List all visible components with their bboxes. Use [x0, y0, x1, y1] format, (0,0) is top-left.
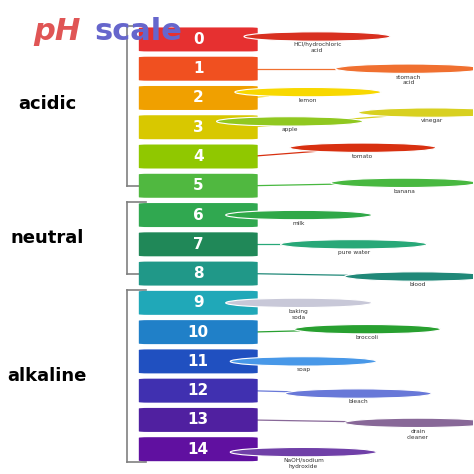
Text: NaOH/sodium
hydroxide: NaOH/sodium hydroxide — [283, 458, 324, 469]
Text: 3: 3 — [193, 120, 203, 135]
Text: 0: 0 — [193, 32, 203, 47]
Circle shape — [345, 272, 474, 281]
Text: stomach
acid: stomach acid — [396, 74, 421, 85]
Text: 9: 9 — [193, 295, 203, 310]
FancyBboxPatch shape — [139, 174, 258, 198]
FancyBboxPatch shape — [139, 232, 258, 256]
Text: baking
soda: baking soda — [289, 309, 309, 319]
Circle shape — [230, 447, 376, 457]
Text: bleach: bleach — [348, 400, 368, 404]
FancyBboxPatch shape — [139, 115, 258, 139]
Text: scale: scale — [95, 17, 182, 46]
Circle shape — [331, 178, 474, 188]
Text: 5: 5 — [193, 178, 203, 193]
Text: 6: 6 — [193, 208, 204, 223]
FancyBboxPatch shape — [139, 437, 258, 461]
Text: milk: milk — [292, 221, 305, 226]
FancyBboxPatch shape — [139, 291, 258, 315]
Text: 8: 8 — [193, 266, 203, 281]
Circle shape — [235, 87, 381, 97]
Text: 12: 12 — [188, 383, 209, 398]
Text: pure water: pure water — [337, 250, 370, 255]
Text: blood: blood — [410, 283, 426, 287]
Text: HCl/hydrochloric
acid: HCl/hydrochloric acid — [293, 42, 341, 53]
Circle shape — [336, 64, 474, 73]
FancyBboxPatch shape — [139, 57, 258, 81]
Text: 7: 7 — [193, 237, 203, 252]
Text: drain
cleaner: drain cleaner — [407, 428, 429, 439]
Circle shape — [217, 117, 363, 126]
FancyBboxPatch shape — [139, 145, 258, 169]
Circle shape — [244, 32, 390, 41]
Text: banana: banana — [393, 189, 415, 194]
Text: 11: 11 — [188, 354, 209, 369]
FancyBboxPatch shape — [139, 379, 258, 402]
Text: tomato: tomato — [352, 154, 374, 159]
Text: 2: 2 — [193, 91, 204, 106]
Text: vinegar: vinegar — [420, 118, 443, 123]
Text: soap: soap — [296, 367, 310, 372]
Circle shape — [281, 240, 427, 249]
Text: broccoli: broccoli — [356, 335, 379, 340]
Text: 4: 4 — [193, 149, 203, 164]
Text: 13: 13 — [188, 412, 209, 428]
FancyBboxPatch shape — [139, 320, 258, 344]
Text: 10: 10 — [188, 325, 209, 340]
Circle shape — [345, 418, 474, 428]
FancyBboxPatch shape — [139, 408, 258, 432]
Circle shape — [294, 325, 441, 334]
FancyBboxPatch shape — [139, 27, 258, 52]
FancyBboxPatch shape — [139, 262, 258, 286]
Circle shape — [358, 108, 474, 117]
Circle shape — [285, 389, 431, 398]
Text: 1: 1 — [193, 61, 203, 76]
Text: alkaline: alkaline — [8, 367, 87, 385]
Text: apple: apple — [282, 127, 298, 132]
FancyBboxPatch shape — [139, 86, 258, 110]
Circle shape — [230, 357, 376, 366]
Text: neutral: neutral — [11, 229, 84, 247]
Circle shape — [226, 298, 372, 308]
Text: 14: 14 — [188, 442, 209, 456]
FancyBboxPatch shape — [139, 203, 258, 227]
Text: pH: pH — [33, 17, 81, 46]
Circle shape — [226, 210, 372, 220]
Text: lemon: lemon — [299, 98, 317, 103]
Text: acidic: acidic — [18, 95, 76, 113]
Circle shape — [290, 143, 436, 153]
FancyBboxPatch shape — [139, 349, 258, 374]
